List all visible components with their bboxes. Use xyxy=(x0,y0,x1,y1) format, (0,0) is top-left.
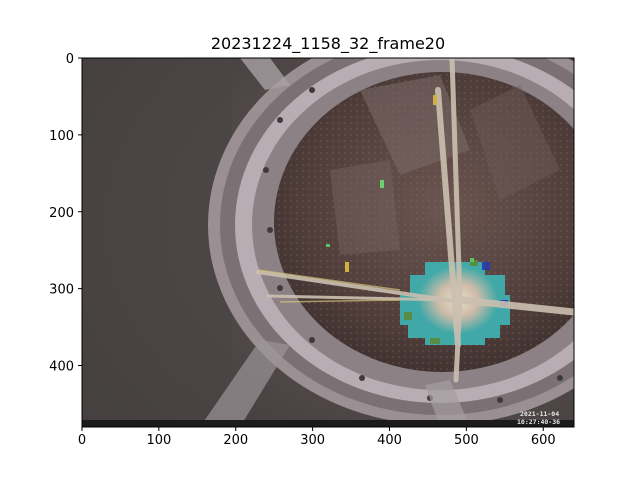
y-tick-label: 300 xyxy=(49,283,74,298)
y-tick-label: 200 xyxy=(49,206,74,221)
camera-image: 2021-11-04 10:27:40-36 xyxy=(82,58,574,427)
x-tick-label: 200 xyxy=(223,433,248,448)
y-axis: 0 100 200 300 400 xyxy=(49,52,82,375)
x-tick-label: 500 xyxy=(454,433,479,448)
x-tick-label: 100 xyxy=(146,433,171,448)
timestamp-date: 2021-11-04 xyxy=(520,410,559,418)
x-tick-label: 400 xyxy=(377,433,402,448)
x-tick-label: 600 xyxy=(531,433,556,448)
chart-title: 20231224_1158_32_frame20 xyxy=(210,34,446,53)
y-tick-label: 0 xyxy=(66,52,74,67)
x-tick-label: 0 xyxy=(78,433,86,448)
y-tick-label: 400 xyxy=(49,360,74,375)
timestamp-time: 10:27:40-36 xyxy=(517,418,560,426)
axes-frame xyxy=(81,57,575,428)
x-tick-label: 300 xyxy=(300,433,325,448)
x-axis: 0 100 200 300 400 500 600 xyxy=(78,427,556,448)
y-tick-label: 100 xyxy=(49,129,74,144)
